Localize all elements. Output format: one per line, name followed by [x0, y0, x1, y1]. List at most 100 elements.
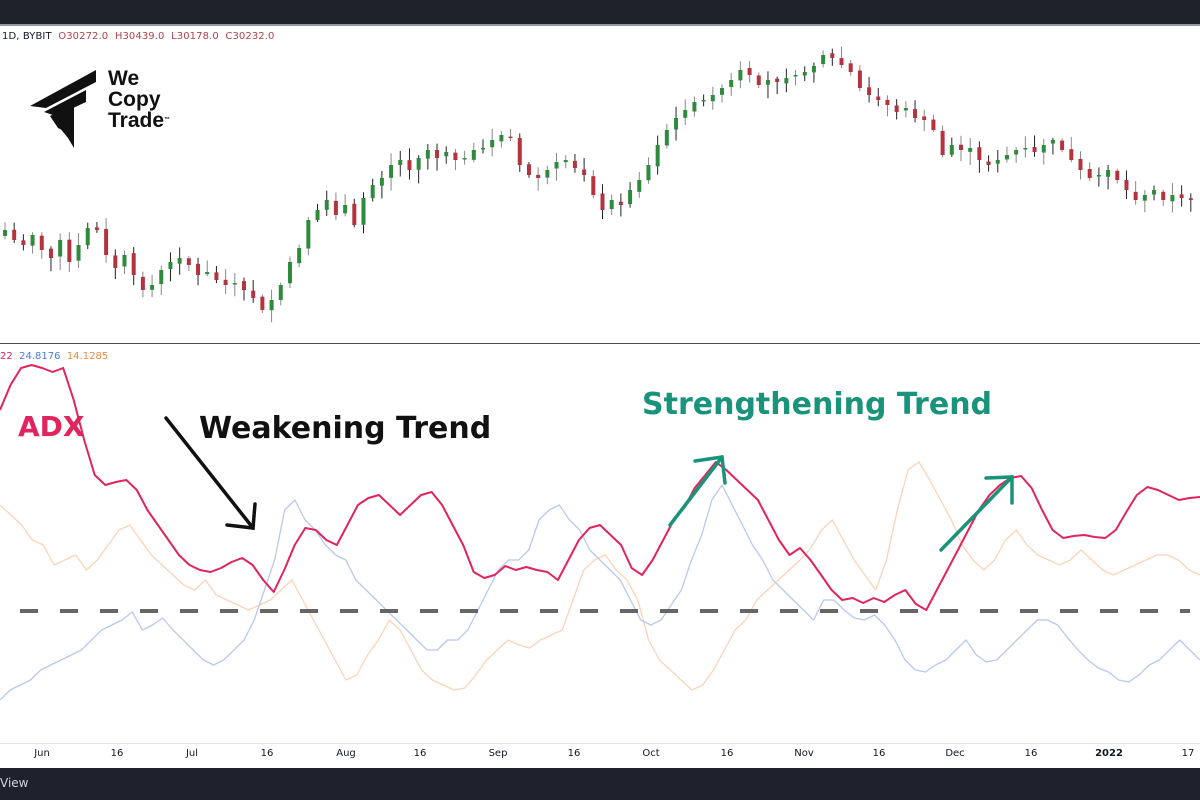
candle — [1170, 183, 1175, 213]
candle — [278, 282, 283, 306]
candle — [885, 95, 890, 117]
adx-line — [0, 364, 1200, 611]
candle — [628, 182, 633, 208]
candle — [949, 137, 954, 157]
candle — [490, 128, 495, 157]
candle — [1142, 190, 1147, 213]
candle — [793, 69, 798, 86]
candle — [765, 71, 770, 99]
candle — [830, 48, 835, 66]
candle — [352, 198, 357, 228]
candle — [462, 150, 467, 165]
candle — [692, 96, 697, 117]
time-axis-label: Oct — [642, 748, 660, 759]
candle — [186, 255, 191, 271]
candle — [499, 131, 504, 148]
candle — [729, 72, 734, 96]
candle — [720, 84, 724, 103]
candle — [1179, 185, 1184, 207]
candle — [425, 144, 430, 170]
candle — [122, 250, 127, 274]
weakening-arrow-icon — [164, 416, 257, 530]
candle — [508, 128, 513, 142]
candle — [48, 246, 53, 272]
candle — [600, 184, 605, 220]
time-axis-label: Jun — [34, 748, 50, 759]
candle — [738, 61, 743, 89]
close-value: C30232.0 — [225, 31, 275, 42]
candle — [113, 249, 118, 280]
candle — [968, 138, 973, 166]
weakening-trend-annotation: Weakening Trend — [199, 411, 492, 446]
candle — [333, 192, 338, 221]
candle — [343, 194, 348, 217]
time-axis-label: 16 — [1024, 748, 1038, 759]
candle — [177, 247, 182, 275]
candle — [646, 157, 651, 184]
candle — [1004, 146, 1009, 163]
time-axis-label: Dec — [945, 748, 965, 759]
candle — [582, 158, 587, 182]
candle — [802, 66, 807, 82]
pane-separator[interactable] — [0, 343, 1200, 344]
candle — [637, 171, 642, 198]
candle — [232, 273, 237, 297]
candle — [618, 193, 623, 217]
candle — [554, 152, 559, 181]
candle — [471, 142, 476, 163]
candle — [58, 233, 63, 270]
adx-value: 22 — [0, 351, 13, 362]
time-axis-label: 16 — [720, 748, 734, 759]
strengthening-trend-annotation: Strengthening Trend — [642, 387, 993, 422]
candle — [1041, 139, 1046, 165]
candle — [12, 222, 17, 243]
time-axis-label: 16 — [872, 748, 886, 759]
candle — [913, 100, 918, 123]
candle — [1087, 162, 1092, 182]
candle — [655, 135, 660, 175]
time-axis-border — [0, 743, 1200, 744]
top-toolbar — [0, 0, 1200, 26]
candle — [839, 46, 844, 69]
strengthening-arrow-icon — [668, 455, 727, 527]
candle — [1124, 170, 1129, 199]
candle — [1060, 138, 1065, 153]
candle — [416, 155, 421, 184]
candle — [315, 203, 320, 223]
candle — [361, 192, 366, 234]
candle — [701, 94, 706, 107]
candle — [1078, 151, 1083, 180]
candle — [76, 233, 81, 269]
candle — [389, 153, 394, 191]
candle — [517, 133, 522, 172]
strengthening-arrow-icon — [939, 475, 1014, 552]
candle — [444, 146, 449, 164]
candle — [683, 99, 688, 126]
candle — [572, 154, 577, 173]
time-axis-label: Nov — [794, 748, 814, 759]
price-candlestick-pane[interactable] — [0, 0, 1200, 343]
candle — [1115, 168, 1120, 184]
minus-di-line — [0, 461, 1200, 691]
open-value: O30272.0 — [58, 31, 109, 42]
candle — [269, 289, 274, 323]
low-value: L30178.0 — [171, 31, 219, 42]
candle — [85, 222, 90, 250]
candle — [324, 190, 329, 216]
candle — [1096, 167, 1101, 187]
candle — [756, 72, 761, 89]
candle — [260, 294, 265, 313]
candle — [922, 109, 927, 132]
candle — [894, 99, 899, 120]
candle — [306, 217, 311, 256]
candle — [481, 139, 485, 154]
candle — [39, 232, 44, 259]
candle — [379, 171, 384, 199]
candle — [297, 244, 302, 268]
candle — [563, 155, 568, 169]
candle — [1152, 185, 1157, 201]
candle — [710, 86, 715, 110]
candle — [242, 277, 246, 301]
candle — [94, 221, 99, 233]
